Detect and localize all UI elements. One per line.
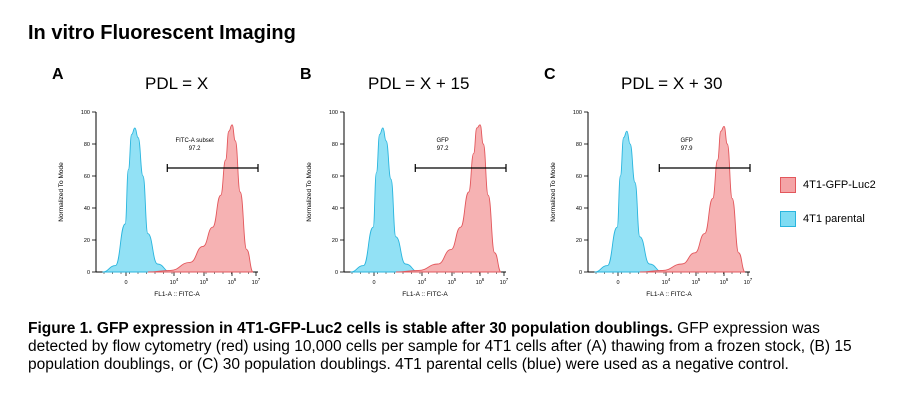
x-tick-label: 107 [500, 277, 509, 286]
gate-value: 97.2 [437, 146, 449, 152]
y-tick-label: 0 [579, 270, 582, 276]
legend: 4T1-GFP-Luc2 4T1 parental [780, 176, 876, 244]
y-tick-label: 40 [576, 206, 582, 212]
x-axis-label: FL1-A :: FITC-A [646, 291, 692, 298]
y-tick-label: 80 [84, 142, 90, 148]
legend-item-gfp: 4T1-GFP-Luc2 [780, 176, 876, 194]
gate-marker [414, 164, 507, 172]
legend-swatch-parental [780, 211, 796, 227]
caption-text: GFP expression was detected by flow cyto… [28, 320, 852, 373]
x-tick-label: 0 [124, 280, 127, 286]
gfp-histogram [395, 124, 502, 273]
gate-value: 97.2 [189, 146, 201, 152]
y-axis-label: Normalized To Mode [58, 162, 65, 222]
page-title: In vitro Fluorescent Imaging [28, 22, 296, 44]
histogram-chart-a: Normalized To Mode 0 20 40 60 80 100 0 104 105 106… [58, 110, 261, 298]
legend-swatch-gfp [780, 177, 796, 193]
gate-name: GFP [436, 138, 448, 144]
parental-histogram [594, 130, 663, 273]
histogram-panel-a: A PDL = X Normalized To Mode 0 20 40 60 80 100… [52, 66, 262, 311]
panel-title: PDL = X [145, 74, 209, 93]
y-tick-label: 0 [335, 270, 338, 276]
histogram-panel-c: C PDL = X + 30 Normalized To Mode 0 20 40 60… [544, 66, 754, 311]
legend-label: 4T1-GFP-Luc2 [803, 179, 876, 191]
y-tick-label: 20 [84, 238, 90, 244]
panel-label: A [52, 66, 64, 83]
x-tick-label: 107 [744, 277, 753, 286]
caption-bold: Figure 1. GFP expression in 4T1-GFP-Luc2… [28, 320, 673, 337]
y-axis-label: Normalized To Mode [550, 162, 557, 222]
y-tick-label: 60 [576, 174, 582, 180]
y-tick-label: 100 [573, 110, 582, 116]
y-tick-label: 40 [84, 206, 90, 212]
gate-marker [658, 164, 751, 172]
y-tick-label: 20 [576, 238, 582, 244]
panel-label: C [544, 66, 556, 83]
x-axis-label: FL1-A :: FITC-A [154, 291, 200, 298]
gate-name: GFP [680, 138, 692, 144]
figure-caption: Figure 1. GFP expression in 4T1-GFP-Luc2… [28, 320, 878, 374]
y-tick-label: 20 [332, 238, 338, 244]
histogram-panel-b: B PDL = X + 15 Normalized To Mode 0 20 40 60… [300, 66, 510, 311]
panel-label: B [300, 66, 312, 83]
y-tick-label: 40 [332, 206, 338, 212]
gate-name: FITC-A subset [175, 138, 214, 144]
histogram-chart-c: Normalized To Mode 0 20 40 60 80 100 0 104 105 106… [550, 110, 753, 298]
legend-item-parental: 4T1 parental [780, 210, 876, 228]
x-tick-label: 105 [448, 277, 457, 286]
y-tick-label: 80 [332, 142, 338, 148]
y-tick-label: 60 [84, 174, 90, 180]
x-tick-label: 104 [662, 277, 671, 286]
parental-histogram [350, 127, 419, 273]
x-tick-label: 106 [228, 277, 237, 286]
gate-value: 97.9 [681, 146, 693, 152]
y-tick-label: 100 [329, 110, 338, 116]
y-tick-label: 0 [87, 270, 90, 276]
panel-title: PDL = X + 30 [621, 74, 723, 93]
x-axis-label: FL1-A :: FITC-A [402, 291, 448, 298]
y-tick-label: 80 [576, 142, 582, 148]
histogram-chart-b: Normalized To Mode 0 20 40 60 80 100 0 104 105 106… [306, 110, 509, 298]
x-tick-label: 0 [372, 280, 375, 286]
legend-label: 4T1 parental [803, 213, 865, 225]
y-axis-label: Normalized To Mode [306, 162, 313, 222]
y-tick-label: 100 [81, 110, 90, 116]
gfp-histogram [147, 124, 254, 273]
x-tick-label: 0 [616, 280, 619, 286]
gfp-histogram [639, 125, 746, 273]
x-tick-label: 106 [720, 277, 729, 286]
y-tick-label: 60 [332, 174, 338, 180]
x-tick-label: 104 [418, 277, 427, 286]
gate-marker [166, 164, 259, 172]
x-tick-label: 105 [200, 277, 209, 286]
panel-title: PDL = X + 15 [368, 74, 470, 93]
x-tick-label: 105 [692, 277, 701, 286]
x-tick-label: 107 [252, 277, 261, 286]
parental-histogram [102, 127, 171, 273]
x-tick-label: 104 [170, 277, 179, 286]
x-tick-label: 106 [476, 277, 485, 286]
